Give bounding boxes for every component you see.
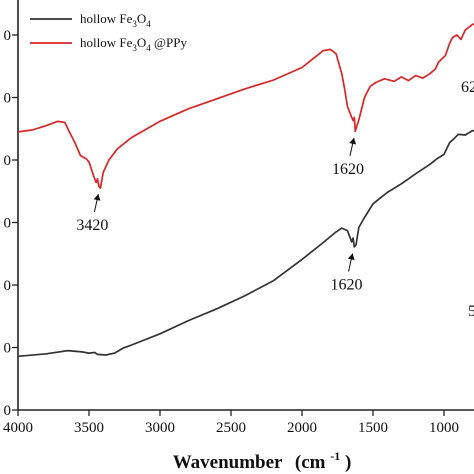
- legend-item-fe3o4-ppy: hollow Fe3O4 @PPy: [30, 35, 187, 53]
- x-tick-label: 3000: [145, 420, 175, 436]
- series-group: [17, 23, 474, 358]
- x-axis-label-unit-close: ): [345, 452, 351, 473]
- annotation-ppy-1620: 1620: [332, 137, 364, 178]
- x-axis-label-unit-exp: -1: [330, 449, 340, 463]
- y-tick-label: 0: [4, 403, 12, 419]
- annotation-ppy-3420: 3420: [76, 194, 108, 234]
- edge-label-ppy-right-partial: 62: [461, 79, 474, 96]
- edge-label-fe-right-partial: 5: [468, 303, 474, 320]
- annotation-arrowhead: [93, 194, 101, 201]
- y-tick-label: 0: [4, 278, 12, 294]
- x-tick-label: 1000: [429, 420, 459, 436]
- legend: hollow Fe3O4 hollow Fe3O4 @PPy: [30, 11, 187, 53]
- x-axis-label: Wavenumber (cm -1 ): [173, 444, 352, 473]
- x-tick-label: 4000: [3, 420, 33, 436]
- x-tick-label: 1500: [358, 420, 388, 436]
- series-line-fe3o4-ppy: [17, 23, 474, 189]
- annotation-arrowhead: [349, 137, 357, 145]
- x-tick-label: 3500: [74, 420, 104, 436]
- annotation-group: 3420 1620 1620 62 5: [76, 79, 474, 320]
- legend-label: hollow Fe3O4: [80, 11, 151, 29]
- y-tick-label: 0: [4, 341, 12, 357]
- annotation-label: 1620: [332, 161, 364, 178]
- legend-item-fe3o4: hollow Fe3O4: [30, 11, 151, 29]
- x-axis-label-main: Wavenumber: [173, 452, 283, 473]
- series-line-fe3o4: [17, 129, 474, 358]
- y-tick-label: 0: [4, 153, 12, 169]
- legend-label: hollow Fe3O4 @PPy: [80, 35, 187, 53]
- y-tick-label: 0: [4, 28, 12, 44]
- plot-area: 4000 3500 3000 2500 2000 1500 1000 0 0 0 0 0 0 0 342…: [3, 0, 474, 436]
- y-ticks: 0 0 0 0 0 0 0: [4, 28, 18, 419]
- annotation-fe-1620: 1620: [331, 253, 363, 294]
- y-tick-label: 0: [4, 216, 12, 232]
- x-axis-label-unit-open: (cm: [295, 452, 326, 473]
- x-tick-label: 2000: [287, 420, 317, 436]
- y-tick-label: 0: [4, 91, 12, 107]
- x-tick-label: 2500: [216, 420, 246, 436]
- annotation-label: 1620: [331, 277, 363, 294]
- x-ticks: 4000 3500 3000 2500 2000 1500 1000: [3, 410, 459, 436]
- annotation-arrowhead: [347, 253, 355, 261]
- annotation-label: 3420: [76, 217, 108, 234]
